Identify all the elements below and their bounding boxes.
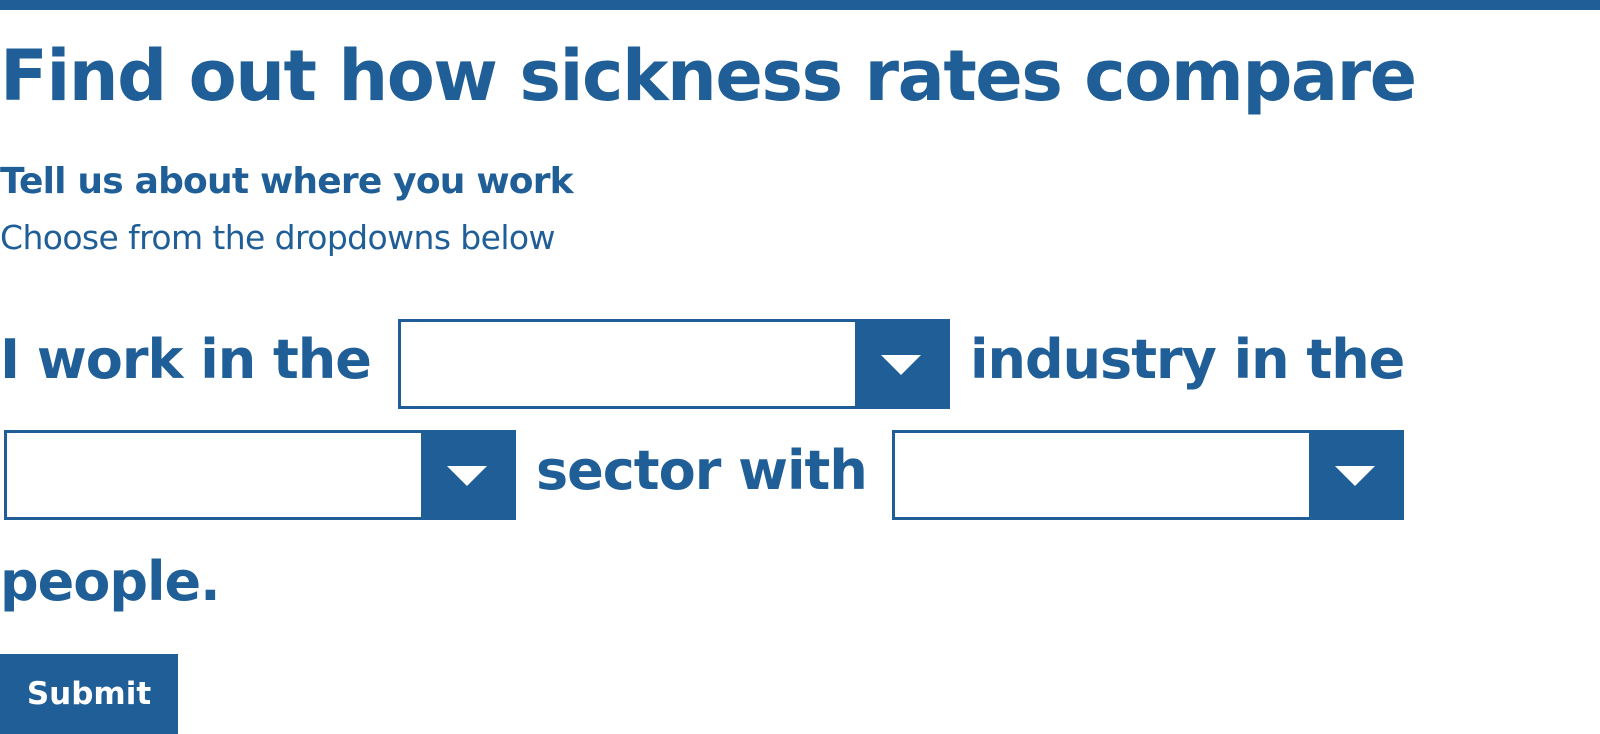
top-accent-bar	[0, 0, 1600, 10]
form-subheading: Tell us about where you work	[0, 161, 574, 202]
industry-dropdown-toggle[interactable]	[855, 322, 947, 406]
sentence-text-people: people.	[0, 550, 221, 613]
form-instructions: Choose from the dropdowns below	[0, 218, 556, 257]
chevron-down-icon	[881, 355, 921, 375]
sentence-text-work-in: I work in the	[0, 328, 372, 391]
chevron-down-icon	[1335, 466, 1375, 486]
sentence-text-sector: sector with	[536, 439, 868, 502]
sector-dropdown[interactable]	[4, 430, 516, 520]
page-title: Find out how sickness rates compare	[0, 35, 1417, 117]
submit-button[interactable]: Submit	[0, 654, 178, 734]
chevron-down-icon	[447, 466, 487, 486]
industry-dropdown[interactable]	[398, 319, 950, 409]
company-size-dropdown[interactable]	[892, 430, 1404, 520]
company-size-dropdown-toggle[interactable]	[1309, 433, 1401, 517]
sentence-text-industry: industry in the	[970, 328, 1405, 391]
sector-dropdown-toggle[interactable]	[421, 433, 513, 517]
